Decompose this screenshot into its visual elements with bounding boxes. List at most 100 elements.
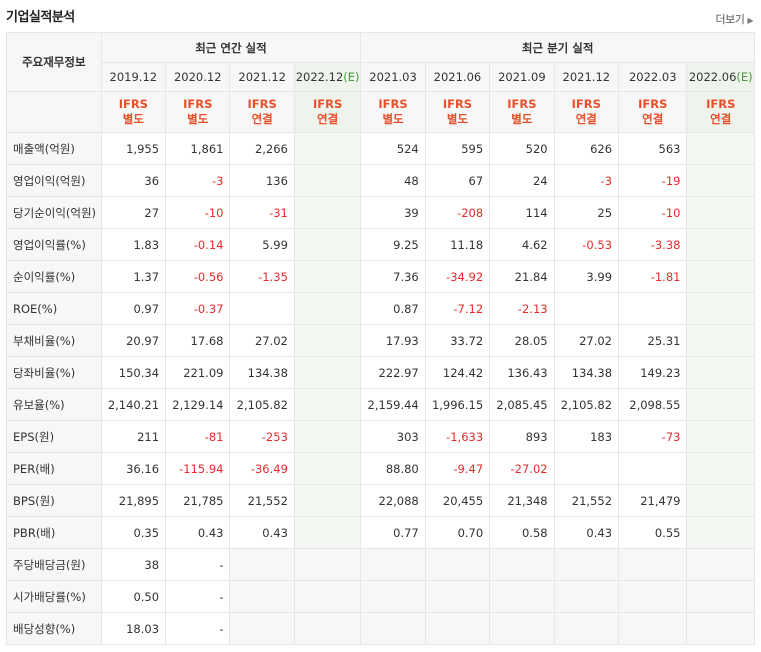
period-date: 2022.06 (688, 70, 737, 84)
table-cell: -9.47 (424, 452, 491, 485)
table-cell (293, 484, 362, 517)
table-cell: 134.38 (553, 356, 620, 389)
table-cell: -2.13 (489, 292, 555, 325)
table-row: 부채비율(%) 20.97 17.68 27.02 17.93 33.72 28.05 27.… (6, 324, 755, 357)
table-cell (293, 452, 362, 485)
table-cell (360, 548, 426, 581)
table-cell (293, 516, 362, 549)
table-cell (618, 548, 688, 581)
table-cell: -81 (165, 420, 231, 453)
ifrs-basis: 연결 (642, 112, 664, 126)
ifrs-header: IFRS 연결 (229, 91, 295, 133)
table-cell: 27 (100, 196, 167, 229)
table-cell (553, 548, 620, 581)
table-cell: 0.43 (229, 516, 295, 549)
table-cell (360, 612, 426, 645)
table-cell: 0.87 (360, 292, 426, 325)
table-row: 영업이익(억원) 36 -3 136 48 67 24 -3 -19 (6, 164, 755, 197)
table-cell: 303 (360, 420, 426, 453)
table-cell (686, 260, 755, 293)
table-cell (686, 548, 755, 581)
table-cell: 124.42 (424, 356, 491, 389)
row-label: EPS(원) (6, 420, 102, 453)
period-header: 2021.12 (229, 62, 295, 92)
ifrs-basis: 별도 (382, 112, 404, 126)
table-cell (229, 292, 295, 325)
table-cell: 2,266 (229, 132, 295, 165)
table-cell: 36.16 (100, 452, 167, 485)
row-header-label: 주요재무정보 (6, 32, 102, 92)
table-cell: 3.99 (553, 260, 620, 293)
table-cell (489, 548, 555, 581)
ifrs-basis: 별도 (187, 112, 209, 126)
period-date: 2022.12 (295, 70, 344, 84)
table-cell: 150.34 (100, 356, 167, 389)
table-cell: 149.23 (618, 356, 688, 389)
period-header: 2022.06(E) (686, 62, 755, 92)
financial-table-body: 매출액(억원) 1,955 1,861 2,266 524 595 520 626 563 영업이… (6, 132, 755, 645)
row-label: ROE(%) (6, 292, 102, 325)
more-link[interactable]: 더보기 ▶ (715, 11, 753, 27)
table-row: PER(배) 36.16 -115.94 -36.49 88.80 -9.47 -27.02 (6, 452, 755, 485)
more-label: 더보기 (715, 13, 745, 26)
table-cell (618, 612, 688, 645)
table-cell (293, 228, 362, 261)
table-cell: 11.18 (424, 228, 491, 261)
table-cell: 0.43 (165, 516, 231, 549)
table-cell (686, 580, 755, 613)
table-cell (686, 484, 755, 517)
table-row: 시가배당률(%) 0.50- (6, 580, 755, 613)
table-cell: 2,105.82 (553, 388, 620, 421)
table-cell (618, 292, 688, 325)
table-cell: -1.81 (618, 260, 688, 293)
ifrs-basis: 별도 (122, 112, 144, 126)
table-cell: 36 (100, 164, 167, 197)
table-cell (293, 388, 362, 421)
table-cell: 33.72 (424, 324, 491, 357)
table-cell: 21.84 (489, 260, 555, 293)
table-cell: 24 (489, 164, 555, 197)
table-cell (553, 292, 620, 325)
table-cell: 21,348 (489, 484, 555, 517)
table-cell: 0.35 (100, 516, 167, 549)
row-label: 매출액(억원) (6, 132, 102, 165)
table-cell: 28.05 (489, 324, 555, 357)
row-label: PER(배) (6, 452, 102, 485)
ifrs-standard: IFRS (507, 97, 537, 111)
ifrs-standard: IFRS (442, 97, 473, 111)
table-cell (424, 580, 491, 613)
ifrs-standard: IFRS (638, 97, 668, 111)
table-cell: 88.80 (360, 452, 426, 485)
table-cell: 9.25 (360, 228, 426, 261)
table-cell (553, 580, 620, 613)
table-cell: 21,552 (553, 484, 620, 517)
table-cell: 2,085.45 (489, 388, 555, 421)
table-cell: 0.50 (100, 580, 167, 613)
ifrs-standard: IFRS (118, 97, 148, 111)
chevron-right-icon: ▶ (747, 16, 753, 25)
ifrs-header: IFRS 별도 (424, 91, 491, 133)
table-cell (618, 452, 688, 485)
table-cell: - (165, 580, 231, 613)
ifrs-basis: 연결 (575, 112, 597, 126)
table-row: 당기순이익(억원) 27 -10 -31 39 -208 114 25 -10 (6, 196, 755, 229)
table-cell: 520 (489, 132, 555, 165)
ifrs-standard: IFRS (571, 97, 601, 111)
table-cell: 0.55 (618, 516, 688, 549)
ifrs-standard: IFRS (247, 97, 277, 111)
ifrs-header: IFRS 연결 (553, 91, 620, 133)
table-cell: 221.09 (165, 356, 231, 389)
table-cell: 18.03 (100, 612, 167, 645)
table-cell: 21,552 (229, 484, 295, 517)
table-cell: -0.53 (553, 228, 620, 261)
row-label: PBR(배) (6, 516, 102, 549)
table-cell: -73 (618, 420, 688, 453)
table-cell: -3.38 (618, 228, 688, 261)
row-label: 순이익률(%) (6, 260, 102, 293)
table-cell (686, 356, 755, 389)
table-cell: 27.02 (553, 324, 620, 357)
ifrs-standard: IFRS (312, 97, 343, 111)
table-cell: 48 (360, 164, 426, 197)
ifrs-basis: 연결 (710, 112, 732, 126)
